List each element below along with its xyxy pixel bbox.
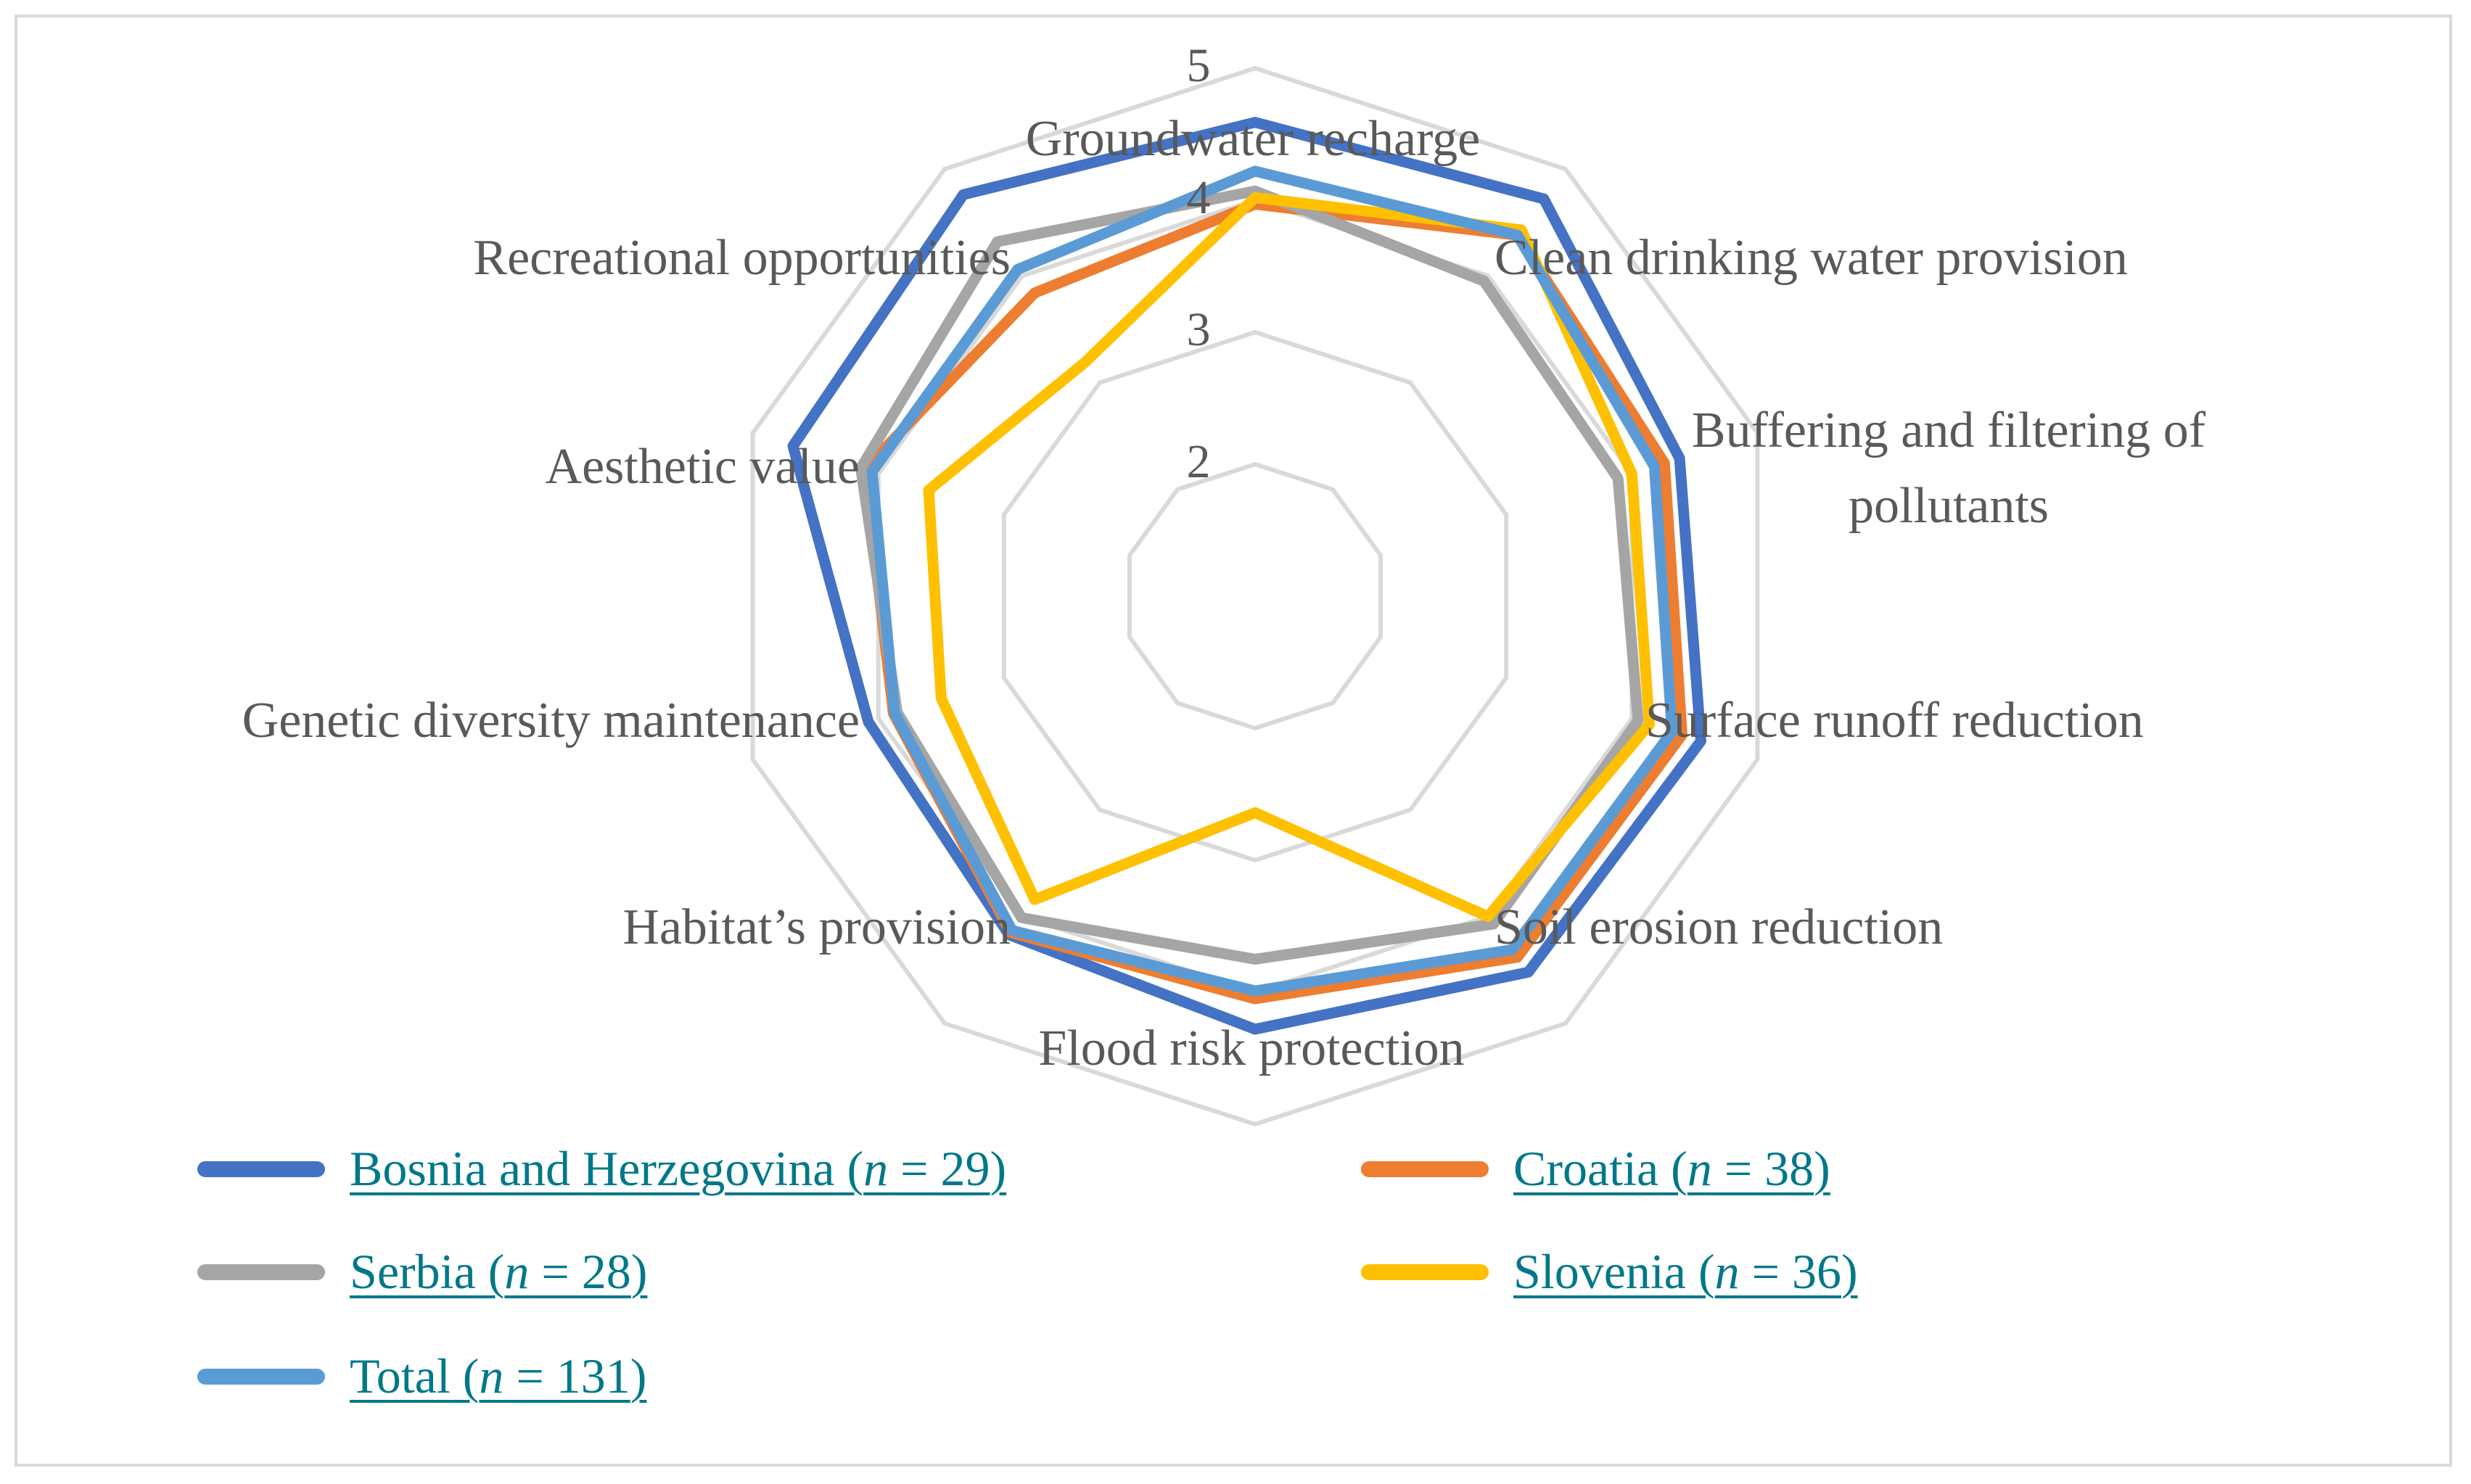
series-slovenia <box>923 191 1655 923</box>
axis-label-clean-drinking-water-provision: Clean drinking water provision <box>1494 230 2128 286</box>
axis-label-genetic-diversity-maintenance: Genetic diversity maintenance <box>242 693 860 749</box>
tick-label-2: 2 <box>1187 435 1211 488</box>
series-bosnia-and-herzegovina <box>787 117 1706 1035</box>
axis-label-aesthetic-value: Aesthetic value <box>546 439 860 495</box>
legend-label-bosnia[interactable]: Bosnia and Herzegovina (n = 29) <box>350 1141 1007 1196</box>
legend-swatch-slovenia <box>1361 1264 1489 1280</box>
legend-entry-total[interactable]: Total (n = 131) <box>197 1348 646 1405</box>
legend-swatch-serbia <box>197 1264 325 1280</box>
radar-grid <box>750 65 1760 1127</box>
legend-swatch-total <box>197 1368 325 1385</box>
legend-swatch-bosnia <box>197 1161 325 1177</box>
radar-series <box>787 117 1706 1035</box>
axis-label-soil-erosion-reduction: Soil erosion reduction <box>1494 899 1943 955</box>
axis-label-flood-risk-protection: Flood risk protection <box>1038 1021 1464 1076</box>
gridline-3 <box>1001 329 1509 863</box>
legend-label-slovenia[interactable]: Slovenia (n = 36) <box>1513 1244 1858 1299</box>
legend-entry-serbia[interactable]: Serbia (n = 28) <box>197 1243 647 1300</box>
gridline-2 <box>1127 461 1383 731</box>
series-total <box>866 165 1678 997</box>
legend-entry-bosnia[interactable]: Bosnia and Herzegovina (n = 29) <box>197 1140 1006 1197</box>
axis-label-habitat-s-provision: Habitat’s provision <box>622 899 1011 955</box>
legend-label-total[interactable]: Total (n = 131) <box>350 1348 647 1403</box>
tick-label-4: 4 <box>1187 171 1211 224</box>
tick-label-5: 5 <box>1187 39 1211 92</box>
axis-label-buffering-and-filtering-of-pollutants: Buffering and filtering of pollutants <box>1692 403 2206 534</box>
tick-label-3: 3 <box>1187 303 1211 356</box>
legend-label-serbia[interactable]: Serbia (n = 28) <box>350 1244 648 1299</box>
series-serbia <box>855 185 1644 965</box>
legend-swatch-croatia <box>1361 1161 1489 1177</box>
axis-label-surface-runoff-reduction: Surface runoff reduction <box>1645 693 2144 749</box>
legend-entry-slovenia[interactable]: Slovenia (n = 36) <box>1361 1243 1858 1300</box>
legend-entry-croatia[interactable]: Croatia (n = 38) <box>1361 1140 1830 1197</box>
axis-label-groundwater-recharge: Groundwater recharge <box>1026 111 1480 167</box>
legend-label-croatia[interactable]: Croatia (n = 38) <box>1513 1141 1830 1196</box>
axis-labels: Groundwater recharge Clean drinking water… <box>242 111 2206 1076</box>
axis-label-recreational-opportunities: Recreational opportunities <box>473 230 1011 286</box>
radial-tick-labels: 2 3 4 5 <box>1187 39 1211 488</box>
gridline-5 <box>750 65 1760 1127</box>
chart-frame <box>15 15 2452 1467</box>
